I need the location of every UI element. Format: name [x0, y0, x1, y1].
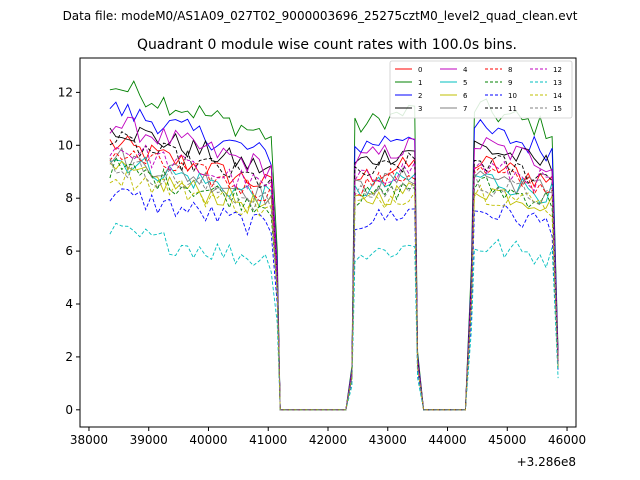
legend-label-10: 10: [508, 92, 517, 100]
legend-label-5: 5: [463, 79, 467, 87]
series-line-13: [109, 222, 559, 411]
x-tick-label: 42000: [309, 433, 347, 447]
y-tick-label: 0: [65, 403, 73, 417]
series-line-14: [109, 166, 559, 411]
legend-label-12: 12: [553, 66, 562, 74]
legend-label-13: 13: [553, 79, 562, 87]
series-line-2: [109, 101, 559, 411]
legend-box: [389, 60, 573, 119]
series-line-15: [109, 158, 559, 411]
legend-label-2: 2: [418, 92, 422, 100]
series-line-12: [109, 144, 559, 411]
plot-lines: [109, 80, 559, 411]
x-tick-label: 45000: [488, 433, 526, 447]
x-tick-label: 46000: [548, 433, 586, 447]
legend-label-7: 7: [463, 105, 467, 113]
legend-label-4: 4: [463, 66, 468, 74]
x-tick-label: 39000: [130, 433, 168, 447]
data-file-label: Data file: modeM0/AS1A09_027T02_90000036…: [63, 9, 578, 23]
legend-label-9: 9: [508, 79, 512, 87]
x-tick-label: 41000: [249, 433, 287, 447]
y-tick-label: 8: [65, 191, 73, 205]
x-tick-label: 43000: [369, 433, 407, 447]
y-tick-label: 4: [65, 297, 73, 311]
chart-title: Quadrant 0 module wise count rates with …: [137, 37, 517, 53]
x-tick-label: 40000: [189, 433, 227, 447]
legend-label-0: 0: [418, 66, 422, 74]
x-tick-label: 38000: [70, 433, 108, 447]
series-line-0: [109, 135, 559, 411]
y-tick-label: 12: [58, 85, 73, 99]
y-tick-label: 2: [65, 350, 73, 364]
legend-label-15: 15: [553, 105, 562, 113]
series-line-6: [109, 160, 559, 411]
y-tick-label: 6: [65, 244, 73, 258]
legend-label-6: 6: [463, 92, 468, 100]
series-line-11: [109, 131, 559, 411]
x-axis: 38000 39000 40000 41000 42000 43000 44000 45000…: [70, 427, 586, 447]
legend-label-11: 11: [508, 105, 517, 113]
y-axis: 0 2 4 6 8 10 12: [58, 85, 80, 417]
series-line-1: [109, 80, 559, 411]
legend-label-3: 3: [418, 105, 422, 113]
series-line-10: [109, 188, 559, 411]
y-tick-label: 10: [58, 138, 73, 152]
legend-label-8: 8: [508, 66, 512, 74]
x-offset-label: +3.286e8: [517, 455, 576, 469]
x-tick-label: 44000: [428, 433, 466, 447]
series-line-4: [109, 116, 559, 411]
legend-label-14: 14: [553, 92, 562, 100]
legend-label-1: 1: [418, 79, 422, 87]
series-line-3: [109, 126, 559, 411]
